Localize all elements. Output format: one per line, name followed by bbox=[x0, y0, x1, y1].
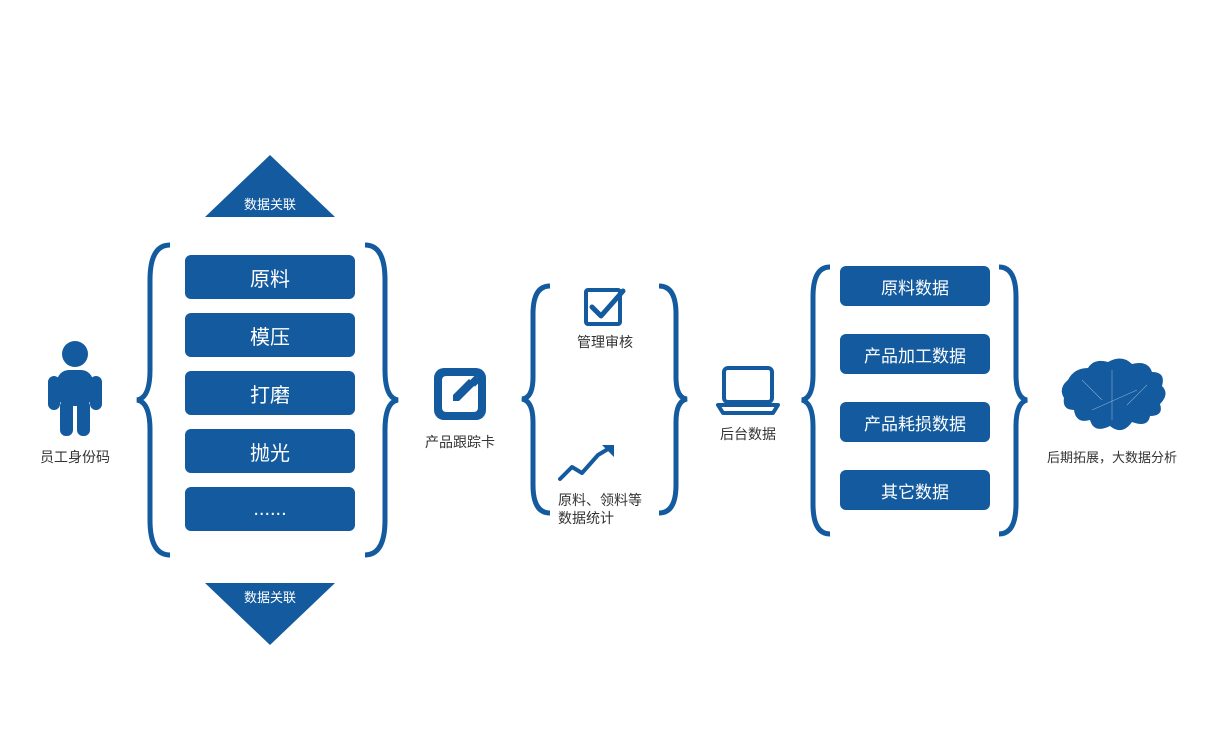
check-icon bbox=[583, 283, 627, 327]
data-pill: 其它数据 bbox=[840, 470, 990, 510]
process-pill: 抛光 bbox=[185, 429, 355, 473]
brace-process-left bbox=[135, 240, 175, 560]
brace-data-right bbox=[995, 263, 1029, 538]
data-pill: 产品耗损数据 bbox=[840, 402, 990, 442]
brace-review-right bbox=[655, 282, 689, 517]
triangle-top-label: 数据关联 bbox=[205, 194, 335, 213]
review-top-block: 管理审核 bbox=[560, 283, 650, 351]
trend-icon bbox=[558, 445, 614, 485]
review-top-label: 管理审核 bbox=[577, 333, 633, 351]
process-pill: 原料 bbox=[185, 255, 355, 299]
data-pill: 原料数据 bbox=[840, 266, 990, 306]
process-pill: 打磨 bbox=[185, 371, 355, 415]
triangle-bottom-label: 数据关联 bbox=[205, 587, 335, 606]
diagram-stage: 员工身份码 原料模压打磨抛光...... 数据关联 数据关联 产品跟踪卡 bbox=[0, 0, 1210, 750]
tracking-card-block: 产品跟踪卡 bbox=[415, 365, 505, 451]
process-stack: 原料模压打磨抛光...... bbox=[185, 255, 355, 531]
review-bottom-label: 原料、领料等 数据统计 bbox=[558, 491, 642, 527]
brace-review-left bbox=[520, 282, 554, 517]
edit-card-icon bbox=[431, 365, 489, 423]
process-pill: 模压 bbox=[185, 313, 355, 357]
backend-block: 后台数据 bbox=[703, 365, 793, 443]
future-label: 后期拓展，大数据分析 bbox=[1047, 450, 1177, 467]
process-pill: ...... bbox=[185, 487, 355, 531]
laptop-icon bbox=[715, 365, 781, 415]
employee-block: 员工身份码 bbox=[30, 340, 120, 466]
data-pill: 产品加工数据 bbox=[840, 334, 990, 374]
future-block: 后期拓展，大数据分析 bbox=[1037, 350, 1187, 467]
person-icon bbox=[46, 340, 104, 438]
brace-data-left bbox=[800, 263, 834, 538]
backend-label: 后台数据 bbox=[720, 425, 776, 443]
tracking-card-label: 产品跟踪卡 bbox=[425, 433, 495, 451]
data-stack: 原料数据产品加工数据产品耗损数据其它数据 bbox=[840, 266, 990, 510]
review-bottom-block: 原料、领料等 数据统计 bbox=[558, 445, 658, 527]
brace-process-right bbox=[360, 240, 400, 560]
employee-label: 员工身份码 bbox=[40, 448, 110, 466]
map-icon bbox=[1052, 350, 1172, 440]
